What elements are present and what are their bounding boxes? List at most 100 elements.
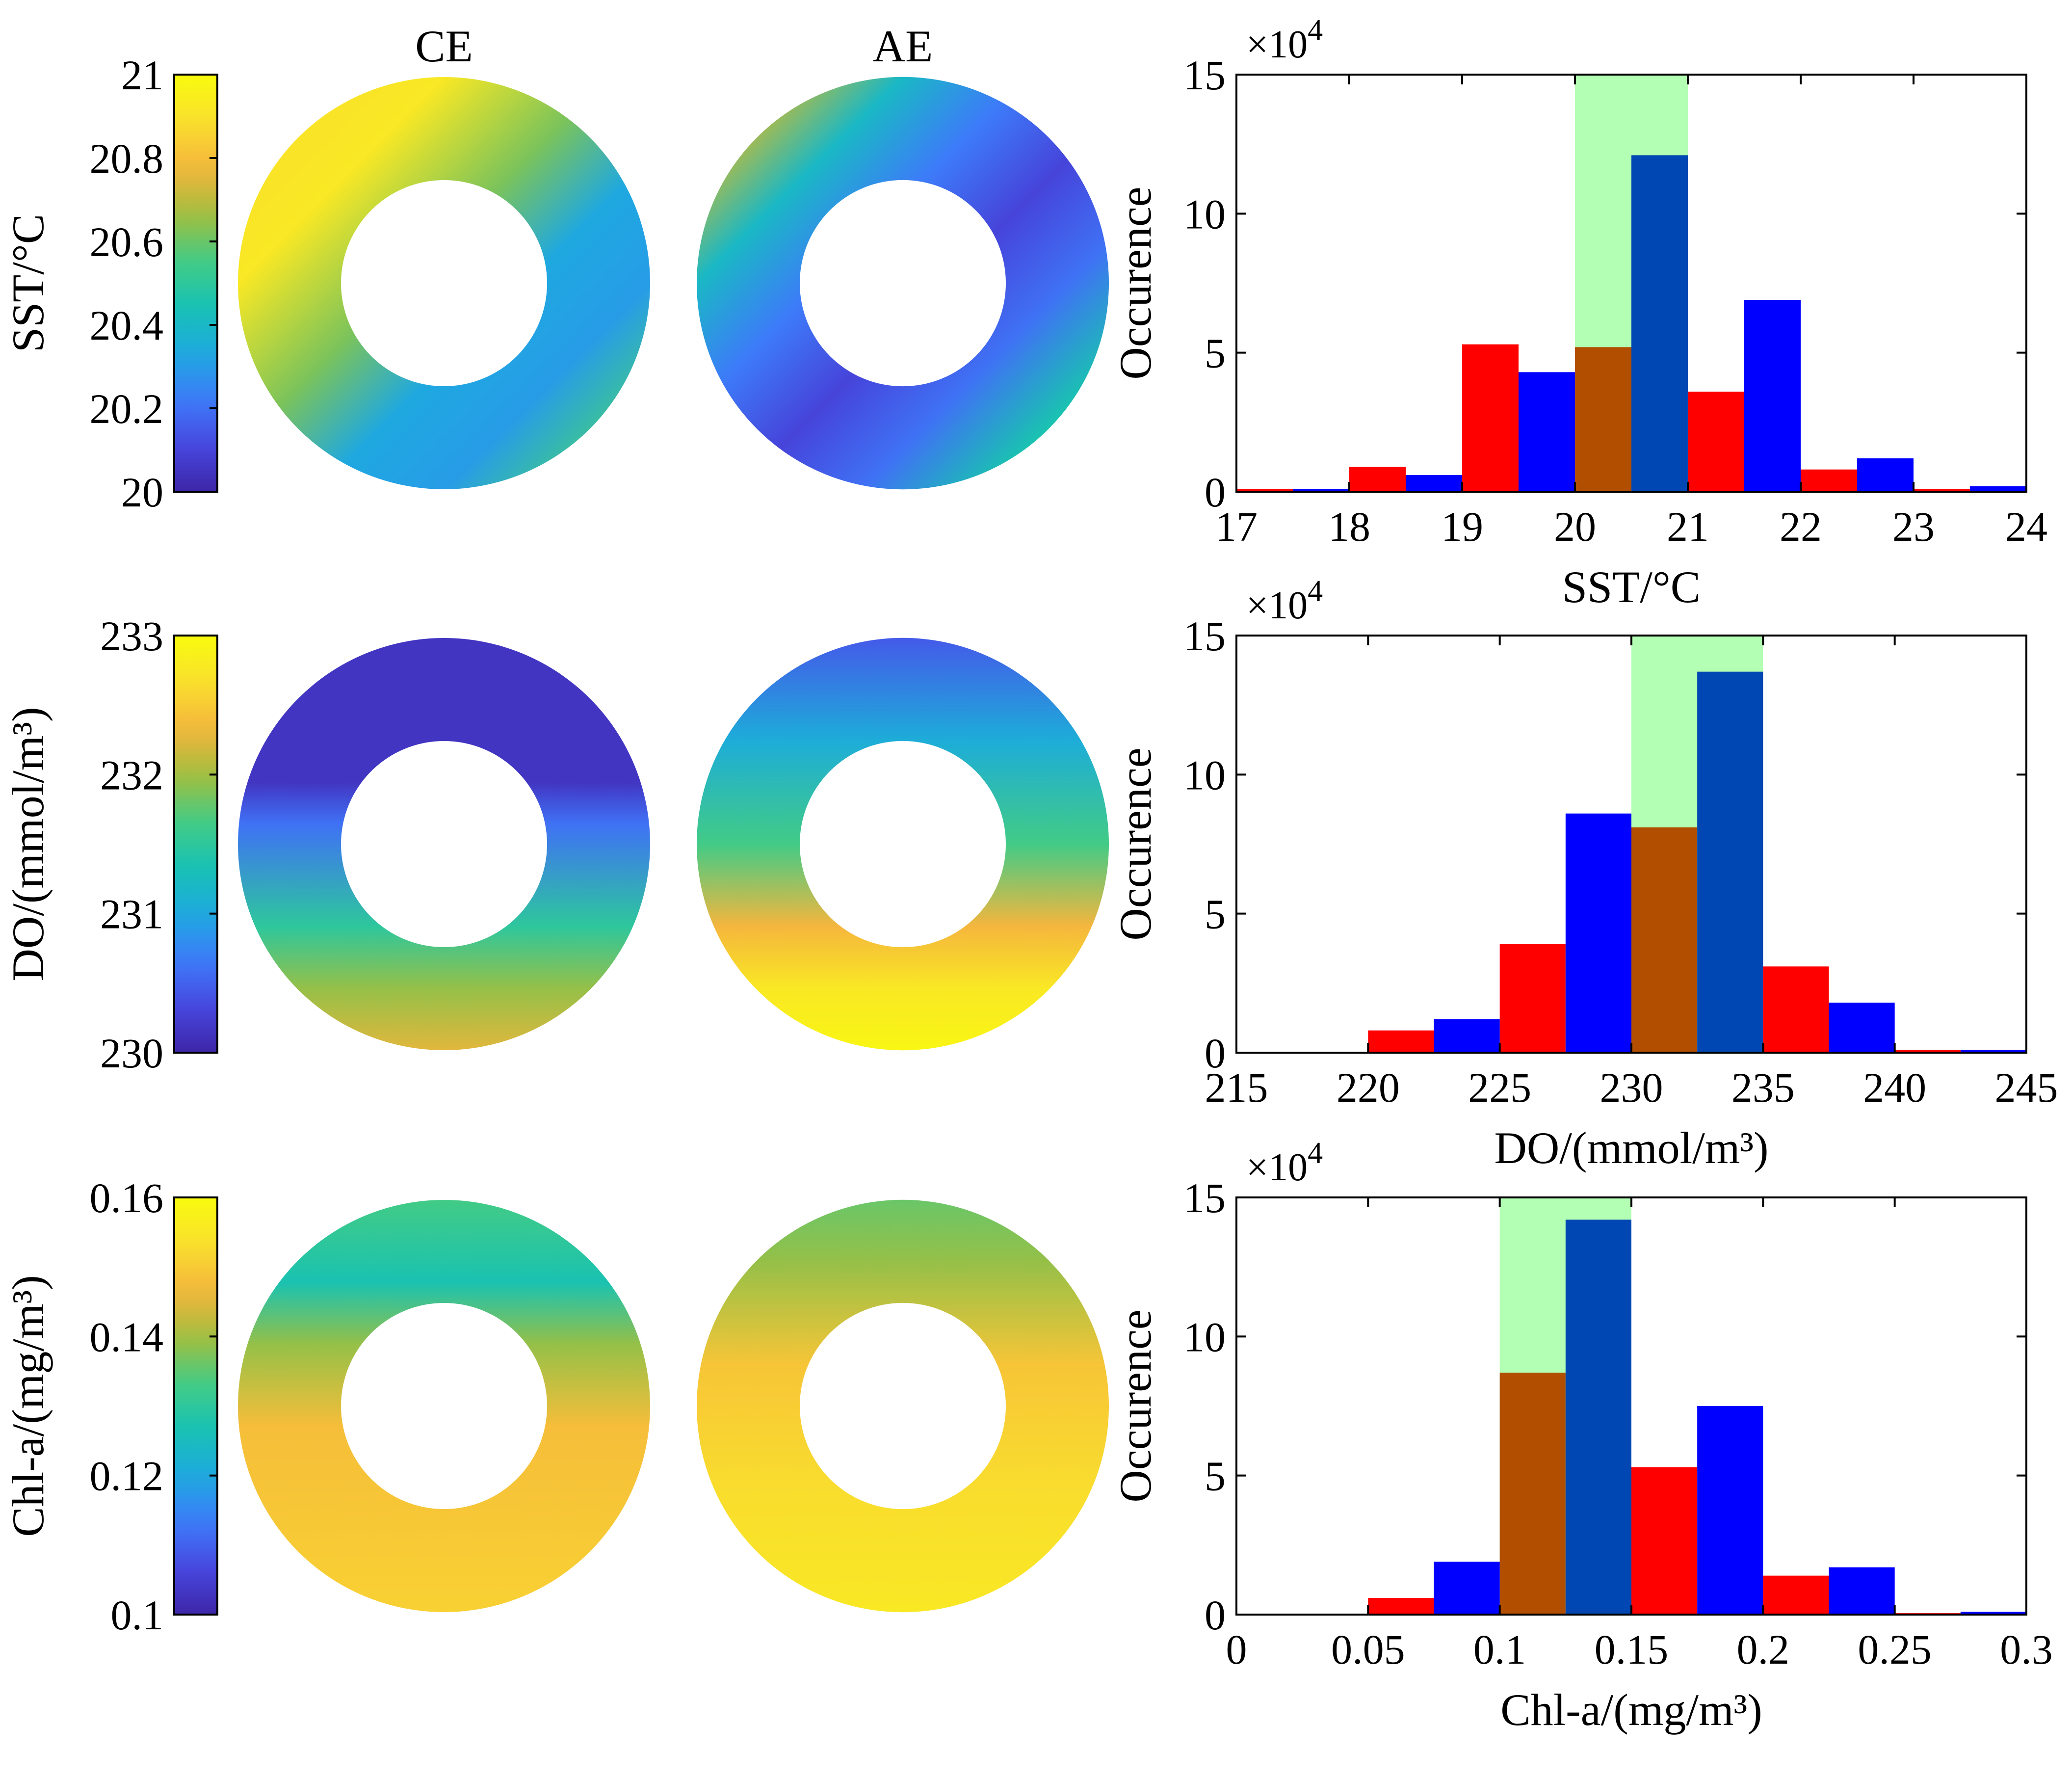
histogram-bar — [1499, 944, 1566, 1053]
histogram-bar — [1434, 1019, 1500, 1053]
x-tick-label: 0.3 — [2000, 1626, 2053, 1673]
ae-composite-do — [696, 637, 1109, 1051]
histogram-bar — [1763, 1575, 1829, 1615]
y-multiplier: ×104 — [1246, 575, 1323, 627]
colorbar-chl — [173, 1196, 218, 1616]
x-tick-label: 0.2 — [1737, 1626, 1790, 1673]
y-tick-label: 0 — [1205, 1030, 1226, 1077]
histogram-0: 17 18 19 20 21 22 23 24 0 5 10 15 ×104 Occurence SST/°… — [1110, 14, 2047, 612]
colorbar-tick-label: 20.6 — [90, 218, 164, 265]
histogram-bar — [1575, 347, 1631, 492]
colorbar-sst — [173, 74, 218, 493]
x-tick-label: 240 — [1863, 1064, 1926, 1111]
histogram-bar — [1565, 813, 1631, 1053]
colorbar-do — [173, 635, 218, 1054]
y-tick-label: 15 — [1183, 612, 1226, 660]
histogram-bar — [1462, 344, 1519, 492]
y-axis-label: Occurence — [1110, 1309, 1160, 1502]
histogram-bar — [1631, 155, 1688, 492]
histogram-bar — [1894, 1050, 1961, 1053]
x-tick-label: 19 — [1441, 503, 1483, 550]
colorbar-tick-label: 0.1 — [111, 1592, 164, 1639]
histogram-bar — [1499, 1373, 1566, 1615]
colorbar-tick-label: 0.12 — [90, 1453, 164, 1500]
y-tick-label: 15 — [1183, 52, 1226, 99]
x-tick-label: 23 — [1892, 503, 1935, 550]
y-multiplier: ×104 — [1246, 1137, 1323, 1189]
ae-composite-sst — [696, 77, 1109, 490]
x-tick-label: 0.1 — [1473, 1626, 1526, 1673]
x-tick-label: 225 — [1468, 1064, 1531, 1111]
colorbar-tick-label: 20.4 — [90, 302, 164, 349]
histogram-bar — [1914, 489, 1970, 492]
x-tick-label: 215 — [1205, 1064, 1268, 1111]
x-tick-label: 20 — [1554, 503, 1596, 550]
row-do: 233 232 231 230 DO/(mmol/m³) — [3, 612, 1109, 1077]
ae-composite-chl — [696, 1199, 1109, 1613]
y-tick-label: 0 — [1205, 1592, 1226, 1639]
histogram-bar — [1960, 1612, 2026, 1615]
y-tick-label: 0 — [1205, 469, 1226, 516]
y-tick-label: 5 — [1205, 891, 1226, 938]
ce-composite-sst — [238, 77, 650, 489]
histogram-bar — [1829, 1003, 1895, 1053]
colorbar-tick-label: 0.16 — [90, 1174, 164, 1221]
y-tick-label: 10 — [1183, 1313, 1226, 1360]
x-tick-label: 0 — [1226, 1626, 1247, 1673]
x-tick-label: 22 — [1780, 503, 1822, 550]
colorbar-tick-label: 231 — [100, 891, 163, 938]
histogram-bar — [1857, 458, 1914, 492]
x-tick-label: 235 — [1731, 1064, 1795, 1111]
colorbar-label-sst: SST/°C — [3, 214, 53, 352]
y-axis-label: Occurence — [1110, 186, 1160, 379]
x-tick-label: 21 — [1667, 503, 1709, 550]
x-tick-label: 18 — [1328, 503, 1370, 550]
histogram-bar — [1801, 469, 1857, 492]
y-tick-label: 5 — [1205, 1453, 1226, 1500]
eddy-composite-panels: 21 20.8 20.6 20.4 20.2 20 SST/°C 233 232 231 230 DO… — [3, 52, 1109, 1639]
colorbar-tick-label: 20 — [121, 469, 163, 516]
x-axis-label: Chl-a/(mg/m³) — [1500, 1685, 1762, 1735]
y-axis-label: Occurence — [1110, 747, 1160, 940]
x-tick-label: 0.15 — [1595, 1626, 1669, 1673]
histogram-bar — [1519, 372, 1575, 492]
x-tick-label: 0.05 — [1331, 1626, 1405, 1673]
histogram-bar — [1368, 1030, 1434, 1053]
histogram-bar — [1565, 1220, 1631, 1615]
histogram-bar — [1406, 475, 1462, 492]
axes-frame — [1235, 74, 2027, 493]
x-axis-label: DO/(mmol/m³) — [1494, 1123, 1768, 1173]
x-tick-label: 245 — [1995, 1064, 2058, 1111]
y-tick-label: 15 — [1183, 1174, 1226, 1221]
histogram-bar — [1349, 467, 1406, 492]
histogram-bar — [1631, 827, 1698, 1053]
histogram-bar — [1697, 1406, 1763, 1615]
histogram-2: 0 0.05 0.1 0.15 0.2 0.25 0.3 0 5 10 15 ×104 Occurenc… — [1110, 1137, 2053, 1735]
histogram-bar — [1960, 1050, 2026, 1053]
histogram-bar — [1829, 1567, 1895, 1615]
colorbar-tick-label: 230 — [100, 1030, 163, 1077]
histogram-bar — [1434, 1562, 1500, 1615]
histogram-bar — [1763, 966, 1829, 1053]
ce-title: CE — [415, 21, 473, 71]
y-tick-label: 10 — [1183, 190, 1226, 238]
colorbar-tick-label: 232 — [100, 751, 163, 798]
histogram-1: 215 220 225 230 235 240 245 0 5 10 15 ×104 Occurence… — [1110, 575, 2058, 1173]
colorbar-tick-label: 233 — [100, 612, 163, 660]
x-axis-label: SST/°C — [1562, 562, 1701, 612]
colorbar-label-chl: Chl-a/(mg/m³) — [3, 1275, 53, 1537]
ae-title: AE — [873, 21, 933, 71]
x-tick-label: 0.25 — [1858, 1626, 1932, 1673]
x-tick-label: 17 — [1215, 503, 1258, 550]
y-tick-label: 5 — [1205, 330, 1226, 377]
colorbar-tick-label: 20.8 — [90, 135, 164, 182]
histogram-bar — [1688, 392, 1744, 492]
histogram-bar — [1970, 486, 2026, 492]
x-tick-label: 24 — [2005, 503, 2047, 550]
x-tick-label: 230 — [1600, 1064, 1663, 1111]
y-tick-label: 10 — [1183, 751, 1226, 798]
colorbar-label-do: DO/(mmol/m³) — [3, 707, 53, 981]
row-sst: 21 20.8 20.6 20.4 20.2 20 SST/°C — [3, 52, 1109, 516]
histogram-bar — [1293, 489, 1349, 492]
